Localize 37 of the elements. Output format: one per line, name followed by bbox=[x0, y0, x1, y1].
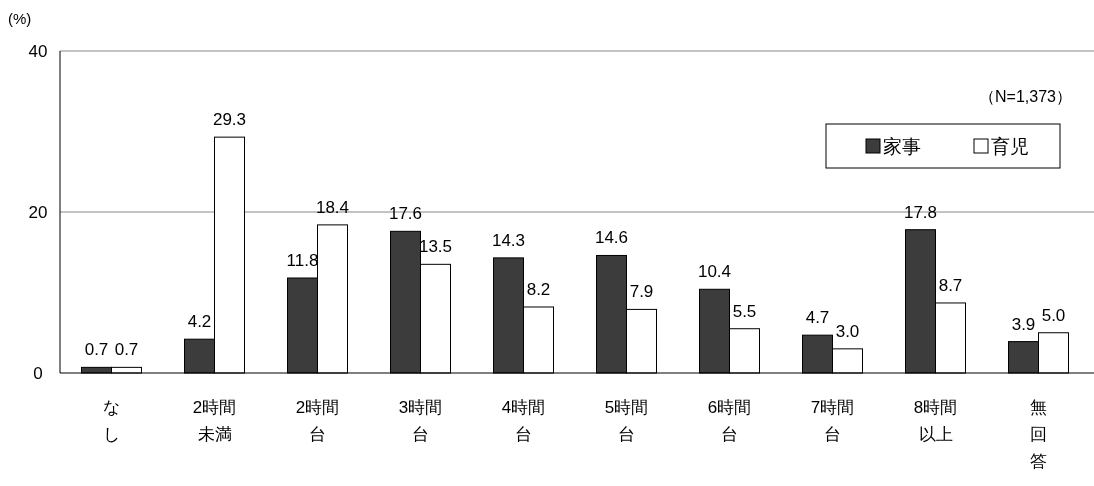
data-label: 0.7 bbox=[84, 340, 109, 360]
data-label: 0.7 bbox=[114, 340, 139, 360]
x-tick-label: 無回答 bbox=[1030, 398, 1047, 471]
y-tick-label: 0 bbox=[33, 364, 43, 383]
x-tick-label: 8時間以上 bbox=[913, 398, 958, 444]
data-label: 14.3 bbox=[491, 230, 526, 250]
x-tick-label: 2時間未満 bbox=[192, 398, 237, 444]
x-tick-label: 5時間台 bbox=[604, 398, 649, 444]
data-label: 3.9 bbox=[1011, 314, 1036, 334]
x-tick-label: 6時間台 bbox=[707, 398, 752, 444]
data-label: 17.6 bbox=[388, 204, 423, 224]
y-tick-label: 20 bbox=[28, 203, 48, 222]
x-tick-label: なし bbox=[103, 398, 120, 444]
x-tick-label: 2時間台 bbox=[295, 398, 340, 444]
y-tick-label: 40 bbox=[28, 42, 48, 61]
data-label: 8.7 bbox=[938, 275, 963, 295]
data-label: 29.3 bbox=[212, 110, 247, 130]
legend-label: 育児 bbox=[991, 136, 1029, 157]
data-label: 7.9 bbox=[629, 282, 654, 302]
x-tick-label: 3時間台 bbox=[398, 398, 443, 444]
data-label: 4.7 bbox=[805, 308, 830, 328]
data-label: 5.0 bbox=[1041, 305, 1066, 325]
data-label: 13.5 bbox=[418, 237, 453, 257]
data-label: 10.4 bbox=[697, 262, 732, 282]
data-label: 5.5 bbox=[732, 301, 757, 321]
data-label: 3.0 bbox=[835, 321, 860, 341]
data-label: 17.8 bbox=[903, 202, 938, 222]
data-label: 8.2 bbox=[526, 279, 551, 299]
data-label: 4.2 bbox=[187, 312, 212, 332]
legend-label: 家事 bbox=[883, 136, 921, 157]
x-tick-label: 4時間台 bbox=[501, 398, 546, 444]
data-label: 14.6 bbox=[594, 228, 629, 248]
data-label: 11.8 bbox=[286, 251, 319, 271]
y-axis-title: (%) bbox=[8, 10, 32, 27]
data-label: 18.4 bbox=[315, 197, 350, 217]
x-tick-label: 7時間台 bbox=[810, 398, 855, 444]
annotation: （N=1,373） bbox=[979, 88, 1072, 105]
